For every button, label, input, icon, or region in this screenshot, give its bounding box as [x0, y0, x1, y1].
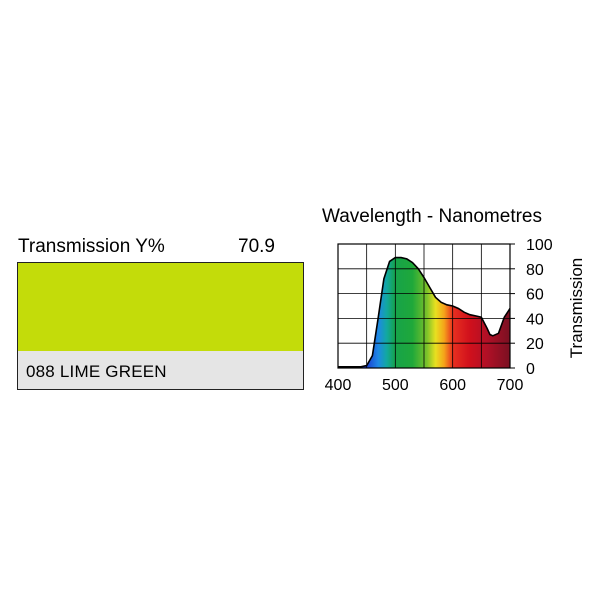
x-tick-label: 500	[382, 377, 409, 394]
color-swatch	[18, 263, 303, 351]
filter-swatch-card: 088 LIME GREEN	[17, 262, 304, 390]
y-tick-label: 100	[526, 237, 553, 254]
x-tick-label: 700	[497, 377, 524, 394]
transmission-curve	[338, 256, 511, 368]
y-tick-label: 20	[526, 336, 544, 353]
y-tick-label: 40	[526, 311, 544, 328]
filter-name: 088 LIME GREEN	[26, 362, 167, 381]
plot-frame	[337, 243, 511, 369]
y-tick-label: 0	[526, 361, 535, 378]
x-tick-label: 600	[439, 377, 466, 394]
transmission-value: 70.9	[238, 236, 275, 257]
y-tick-label: 60	[526, 287, 544, 304]
chart-title: Wavelength - Nanometres	[322, 206, 543, 227]
x-tick-label: 400	[325, 377, 352, 394]
transmission-label: Transmission Y%	[18, 236, 165, 257]
y-axis-label: Transmission	[567, 258, 586, 358]
y-tick-label: 80	[526, 262, 544, 279]
